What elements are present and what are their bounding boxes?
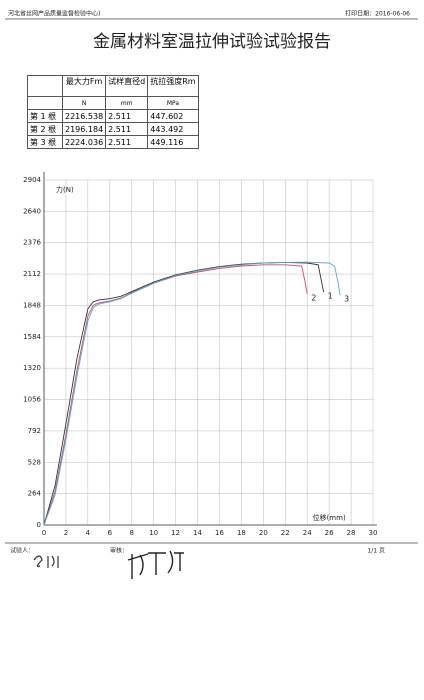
y-tick-label: 528 [28,458,41,466]
curve-label: 1 [328,292,333,301]
y-tick-label: 2904 [23,176,41,184]
tester: 试验人： [10,547,34,555]
title: 金属材料室温拉伸试验试验报告 [93,32,331,52]
x-tick-label: 22 [281,529,290,537]
cell: 449.116 [147,135,199,149]
y-tick-label: 1056 [23,396,41,404]
x-tick-label: 2 [64,529,68,537]
x-tick-label: 0 [42,529,46,537]
x-tick-label: 18 [237,529,246,537]
head-row: 最大力Fm 试样直径d 抗拉强度Rm [27,75,199,97]
x-tick-label: 14 [193,529,202,537]
curve [43,261,341,526]
x-tick-label: 28 [347,529,356,537]
y-tick-label: 0 [37,521,41,529]
y-tick-label: 1584 [23,333,41,341]
curve [43,261,325,526]
x-tick-label: 6 [108,529,113,537]
y-tick-label: 2112 [23,270,41,278]
y-axis-label: 力(N) [56,185,74,194]
x-tick-label: 8 [129,529,133,537]
org: 河北省丝网产品质量监督检验中心) [8,10,100,18]
curve-label: 3 [344,295,349,304]
reviewer: 审核： [110,547,128,555]
page-number: 1/1 页 [367,548,385,555]
x-tick-label: 26 [325,529,334,537]
x-tick-label: 24 [303,529,312,537]
x-axis-label: 位移(mm) [313,513,346,522]
y-tick-label: 264 [28,490,42,498]
signature [33,555,59,568]
y-tick-label: 1320 [23,364,41,372]
signature [127,550,184,579]
print-date: 打印日期：2016-06-06 [345,10,410,18]
y-tick-label: 2376 [23,239,41,247]
data-row: 第 3 根 2224.036 2.511 449.116 [27,135,199,149]
y-tick-label: 792 [28,427,41,435]
x-tick-label: 12 [171,529,180,537]
curve-label: 2 [311,293,316,302]
y-tick-label: 2640 [23,207,41,215]
x-tick-label: 4 [86,529,91,537]
y-tick-label: 1848 [23,301,41,309]
x-tick-label: 30 [369,529,378,537]
x-tick-label: 10 [149,529,158,537]
cell: 第 3 根 [27,135,63,149]
x-tick-label: 20 [259,529,268,537]
cell: 2224.036 [61,135,107,149]
x-tick-label: 16 [215,529,224,537]
